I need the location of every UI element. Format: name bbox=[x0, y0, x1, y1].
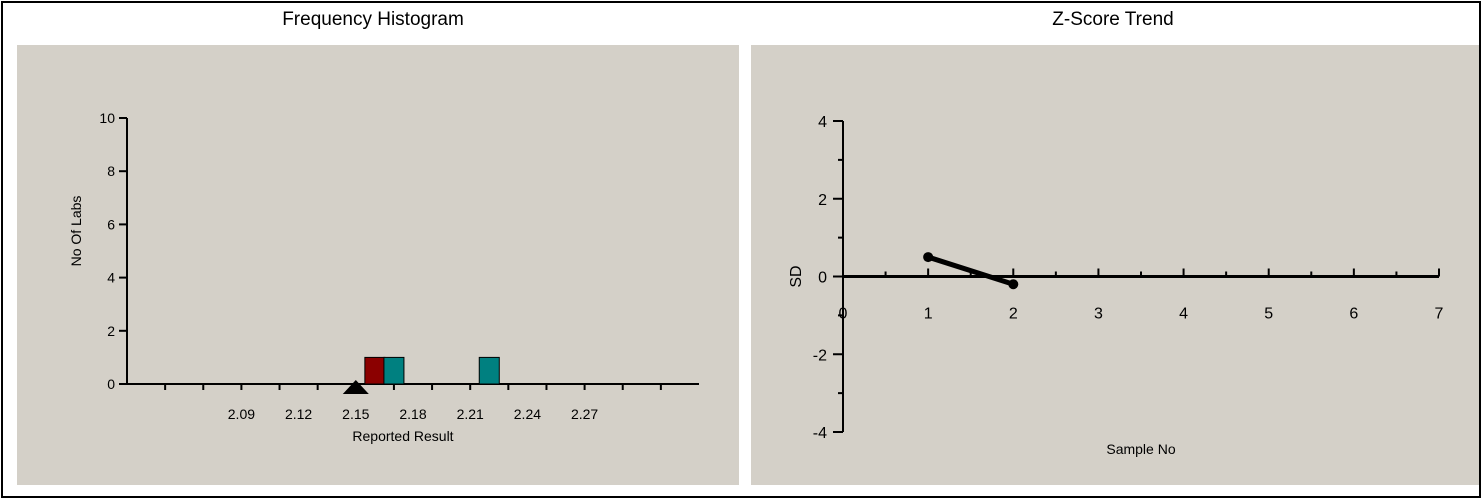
histogram-panel: 0 2 4 6 8 10 2.09 2.12 2.15 2.18 2.21 2.24 2.27 Repor… bbox=[17, 45, 739, 485]
y-tick-label: 10 bbox=[99, 110, 115, 126]
y-tick-label: 6 bbox=[107, 216, 115, 232]
x-tick-label: 2.27 bbox=[571, 406, 598, 422]
x-tick-label: 2 bbox=[1009, 306, 1018, 323]
y-tick-label: 4 bbox=[818, 114, 827, 131]
x-tick-label: 2.24 bbox=[514, 406, 541, 422]
x-axis-title: Sample No bbox=[1106, 441, 1175, 457]
y-tick-label: -4 bbox=[813, 425, 827, 442]
y-axis-title: No Of Labs bbox=[68, 196, 84, 267]
y-tick-label: 2 bbox=[107, 323, 115, 339]
trend-title: Z-Score Trend bbox=[1052, 9, 1174, 30]
x-tick-label: 0 bbox=[839, 306, 848, 323]
histogram-bar bbox=[364, 356, 386, 385]
histogram-bar bbox=[383, 356, 405, 385]
histogram-bar bbox=[478, 356, 500, 385]
histogram-chart: 0 2 4 6 8 10 2.09 2.12 2.15 2.18 2.21 2.24 2.27 Repor… bbox=[68, 110, 699, 444]
x-tick-label: 4 bbox=[1179, 306, 1188, 323]
y-axis-title: SD bbox=[788, 265, 805, 287]
trend-chart: -4 -2 0 2 4 0 1 2 3 4 5 6 7 Sample No SD bbox=[788, 114, 1444, 457]
y-tick-label: 0 bbox=[107, 376, 115, 392]
zscore-line bbox=[927, 254, 1015, 287]
x-tick-label: 2.18 bbox=[399, 406, 426, 422]
x-tick-label: 6 bbox=[1349, 306, 1358, 323]
x-tick-label: 3 bbox=[1094, 306, 1103, 323]
y-tick-label: 4 bbox=[107, 270, 115, 286]
x-tick-label: 2.09 bbox=[228, 406, 255, 422]
trend-panel: -4 -2 0 2 4 0 1 2 3 4 5 6 7 Sample No SD bbox=[751, 45, 1479, 485]
y-tick-label: -2 bbox=[813, 347, 827, 364]
x-tick-label: 2.12 bbox=[285, 406, 312, 422]
zscore-point bbox=[1008, 279, 1019, 290]
target-marker-icon bbox=[342, 380, 369, 394]
x-tick-label: 5 bbox=[1264, 306, 1273, 323]
y-tick-label: 0 bbox=[818, 270, 827, 287]
x-axis-title: Reported Result bbox=[352, 428, 453, 444]
histogram-title: Frequency Histogram bbox=[282, 9, 464, 30]
x-tick-label: 7 bbox=[1435, 306, 1444, 323]
zscore-point bbox=[923, 252, 934, 263]
x-tick-label: 1 bbox=[924, 306, 933, 323]
x-tick-label: 2.15 bbox=[342, 406, 369, 422]
y-tick-label: 8 bbox=[107, 163, 115, 179]
y-tick-label: 2 bbox=[818, 192, 827, 209]
x-tick-label: 2.21 bbox=[457, 406, 484, 422]
